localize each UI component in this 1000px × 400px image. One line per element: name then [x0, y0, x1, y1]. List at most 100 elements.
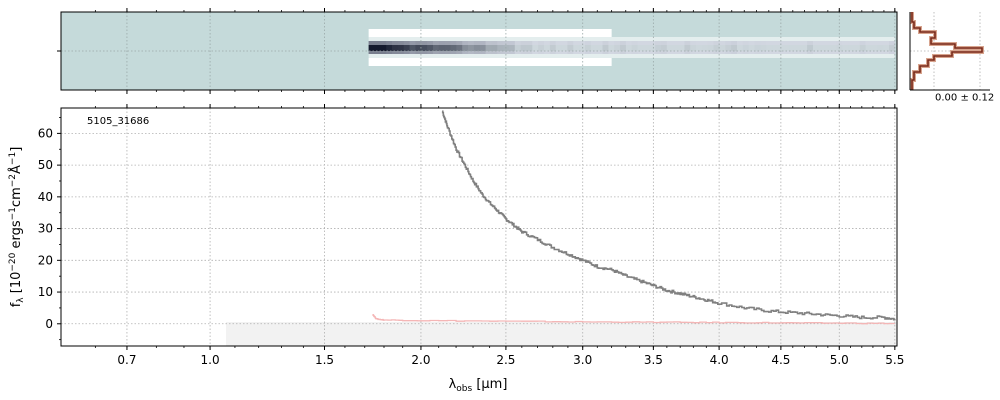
spectrum-2d-trace-cell: [374, 45, 381, 51]
spectrum-2d-trace-cell: [777, 51, 785, 54]
spectrum-2d-trace-cell: [427, 51, 434, 54]
spectrum-2d-trace-cell: [409, 51, 416, 54]
spectrum-2d-trace-cell: [672, 41, 679, 45]
spectrum-2d-trace-cell: [468, 41, 475, 45]
y-axis-title-ergs: ergs: [9, 220, 24, 252]
spectrum-2d-trace-cell: [433, 45, 440, 51]
spectrum-1d-panel: 0.7 1.0 1.5 2.0 2.5 3.0 3.5 4.0 4.5 5.0 5.5 0 10 20 30…: [38, 104, 904, 367]
spectrum-2d-trace-cell: [368, 51, 375, 54]
spectrum-2d-trace-cell: [719, 41, 726, 45]
spectrum-2d-trace-cell: [532, 41, 539, 45]
spectrum-2d-trace-cell: [731, 45, 738, 51]
spectrum-2d-trace-cell: [497, 51, 504, 54]
spectrum-2d-trace-cell: [497, 45, 504, 51]
spectrum-2d-trace-cell: [567, 45, 574, 51]
spectrum-2d-trace-cell: [777, 41, 785, 45]
spectrum-2d-trace-cell: [696, 41, 703, 45]
spectrum-2d-trace-cell: [602, 51, 609, 54]
spectrum-2d-trace-cell: [737, 41, 744, 45]
spectrum-2d-trace-cell: [725, 45, 732, 51]
spectrum-2d-trace-cell: [503, 51, 510, 54]
spectrum-2d-trace-cell: [596, 45, 603, 51]
spectrum-2d-trace-cell: [532, 45, 539, 51]
spectrum-2d-trace-cell: [509, 51, 516, 54]
spectrum-2d-trace-cell: [538, 41, 545, 45]
profile-model-line: [910, 12, 984, 90]
spectrum-2d-trace-cell: [444, 45, 451, 51]
spectrum-2d-trace-cell: [368, 41, 375, 45]
spectrum-2d-trace-cell: [690, 41, 697, 45]
spectrum-2d-trace-cell: [637, 41, 644, 45]
spectrum-2d-trace-cell: [585, 51, 592, 54]
spectrum-2d-trace-cell: [637, 45, 644, 51]
spectrum-2d-trace-cell: [877, 41, 884, 45]
spectrum-2d-trace-cell: [561, 45, 568, 51]
spectrum-2d-trace-cell: [549, 51, 557, 54]
spectrum-2d-trace-cell: [649, 41, 656, 45]
spectrum-2d-trace-cell: [456, 45, 463, 51]
spectrum-2d-trace-cell: [614, 41, 621, 45]
spectrum-2d-trace-cell: [421, 41, 428, 45]
spectrum-2d-trace-cell: [585, 45, 592, 51]
spectrum-2d-trace-cell: [602, 45, 609, 51]
spectrum-2d-trace-cell: [544, 45, 551, 51]
spectrum-2d-trace-cell: [859, 51, 867, 54]
profile-label: 0.00 ± 0.12: [935, 92, 994, 103]
spectrum-2d-trace-cell: [555, 51, 562, 54]
spectrum-2d-trace-cell: [520, 51, 527, 54]
spectrum-2d-trace-cell: [468, 45, 475, 51]
spectrum-2d-trace-cell: [532, 51, 539, 54]
spectrum-2d-trace-cell: [853, 51, 861, 54]
y-axis-title-close: ]: [9, 147, 24, 152]
spectrum-2d-trace-cell: [830, 45, 837, 51]
spectrum-2d-trace-cell: [672, 51, 679, 54]
spectrum-2d-trace-cell: [473, 41, 481, 45]
x-tick-label: 5.5: [885, 353, 904, 367]
spectrum-2d-trace-cell: [707, 51, 714, 54]
spectrum-2d-trace-cell: [596, 41, 603, 45]
spectrum-2d-trace-cell: [883, 41, 890, 45]
profile-data-line: [911, 12, 983, 90]
spectrum-2d-trace-cell: [742, 51, 750, 54]
spectrum-2d-band-lower: [368, 58, 612, 66]
spectrum-2d-trace-cell: [643, 45, 650, 51]
spectrum-2d-trace-cell: [760, 45, 767, 51]
spectrum-2d-trace-cell: [479, 51, 486, 54]
spectrum-2d-trace-cell: [526, 45, 533, 51]
spectrum-2d-trace-cell: [509, 45, 516, 51]
y-tick-label: 10: [38, 285, 53, 299]
spectrum-2d-trace-cell: [438, 45, 446, 51]
spectrum-2d-trace-cell: [818, 41, 826, 45]
y-axis-title-sub: λ: [16, 297, 26, 303]
spectrum-2d-trace-cell: [836, 51, 843, 54]
spectrum-2d-trace-cell: [573, 41, 580, 45]
spectrum-2d-trace-cell: [666, 41, 674, 45]
spectrum-2d-trace-cell: [392, 45, 399, 51]
spectrum-2d-trace-cell: [631, 45, 638, 51]
spectrum-2d-trace-cell: [813, 41, 820, 45]
spectrum-2d-trace-cell: [409, 41, 416, 45]
spectrum-2d-trace-cell: [491, 41, 498, 45]
x-axis-title: λobs [μm]: [449, 377, 508, 394]
object-label: 5105_31686: [87, 116, 149, 127]
spectrum-2d-trace-cell: [438, 51, 446, 54]
spectrum-2d-trace-cell: [789, 51, 796, 54]
spectrum-2d-trace-cell: [380, 45, 387, 51]
y-axis-title: fλ [10−20 ergs−1cm−2Å−1]: [8, 147, 26, 308]
spectrum-2d-trace-cell: [772, 51, 779, 54]
spectrum-2d-trace-cell: [889, 41, 896, 45]
x-tick-label: 3.5: [644, 353, 663, 367]
y-axis-title-f: f: [9, 302, 24, 307]
spectrum-2d-trace-cell: [438, 41, 446, 45]
spectrum-2d-trace-cell: [842, 41, 849, 45]
spectrum-2d-trace-cell: [620, 51, 627, 54]
spectrum-2d-trace-cell: [456, 51, 463, 54]
spectrum-2d-trace-cell: [713, 45, 720, 51]
spectrum-1d-frame: [60, 107, 898, 347]
spectrum-2d-trace-cell: [748, 51, 755, 54]
spectrum-2d-trace-cell: [883, 45, 890, 51]
spectrum-2d-trace-cell: [859, 41, 867, 45]
spectrum-2d-trace-cell: [386, 41, 393, 45]
spectrum-2d-trace-cell: [403, 51, 410, 54]
spectrum-2d-trace-cell: [684, 41, 691, 45]
